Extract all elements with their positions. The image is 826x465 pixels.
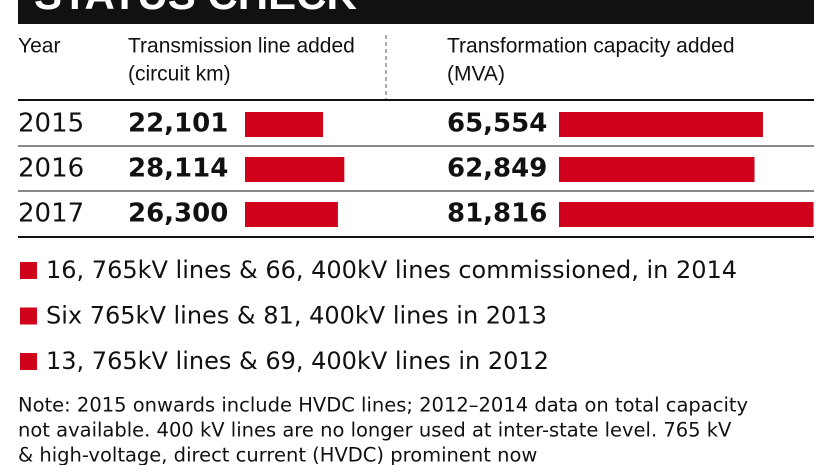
value-label: 26,300 xyxy=(128,199,228,229)
value-label: 65,554 xyxy=(447,109,547,139)
bullet-marker xyxy=(20,262,37,279)
bar xyxy=(559,157,755,182)
value-label: 81,816 xyxy=(447,199,547,229)
bar xyxy=(559,112,763,137)
row-label: 2017 xyxy=(18,199,84,229)
column-header: Transformation capacity added xyxy=(447,35,735,58)
bar xyxy=(245,112,324,137)
row-label: 2016 xyxy=(18,154,84,184)
chart-title: STATUS CHECK xyxy=(34,0,357,18)
note: not available. 400 kV lines are no longe… xyxy=(18,419,732,442)
bullet-text: 13, 765kV lines & 69, 400kV lines in 201… xyxy=(46,347,549,375)
title-band xyxy=(18,0,814,24)
bar xyxy=(245,157,345,182)
bullet-marker xyxy=(20,353,37,370)
column-header: Year xyxy=(18,35,60,58)
note: Note: 2015 onwards include HVDC lines; 2… xyxy=(18,394,748,417)
row-label: 2015 xyxy=(18,109,84,139)
bullet-text: 16, 765kV lines & 66, 400kV lines commis… xyxy=(46,256,737,284)
bullet-text: Six 765kV lines & 81, 400kV lines in 201… xyxy=(46,302,547,330)
value-label: 28,114 xyxy=(128,154,228,184)
bullet-marker xyxy=(20,307,37,325)
note: & high-voltage, direct current (HVDC) pr… xyxy=(18,444,537,465)
value-label: 22,101 xyxy=(128,109,228,139)
column-unit: (circuit km) xyxy=(128,63,231,86)
column-unit: (MVA) xyxy=(447,63,505,86)
bar xyxy=(559,202,814,227)
column-header: Transmission line added xyxy=(128,35,355,58)
bar xyxy=(245,202,338,227)
value-label: 62,849 xyxy=(447,154,547,184)
